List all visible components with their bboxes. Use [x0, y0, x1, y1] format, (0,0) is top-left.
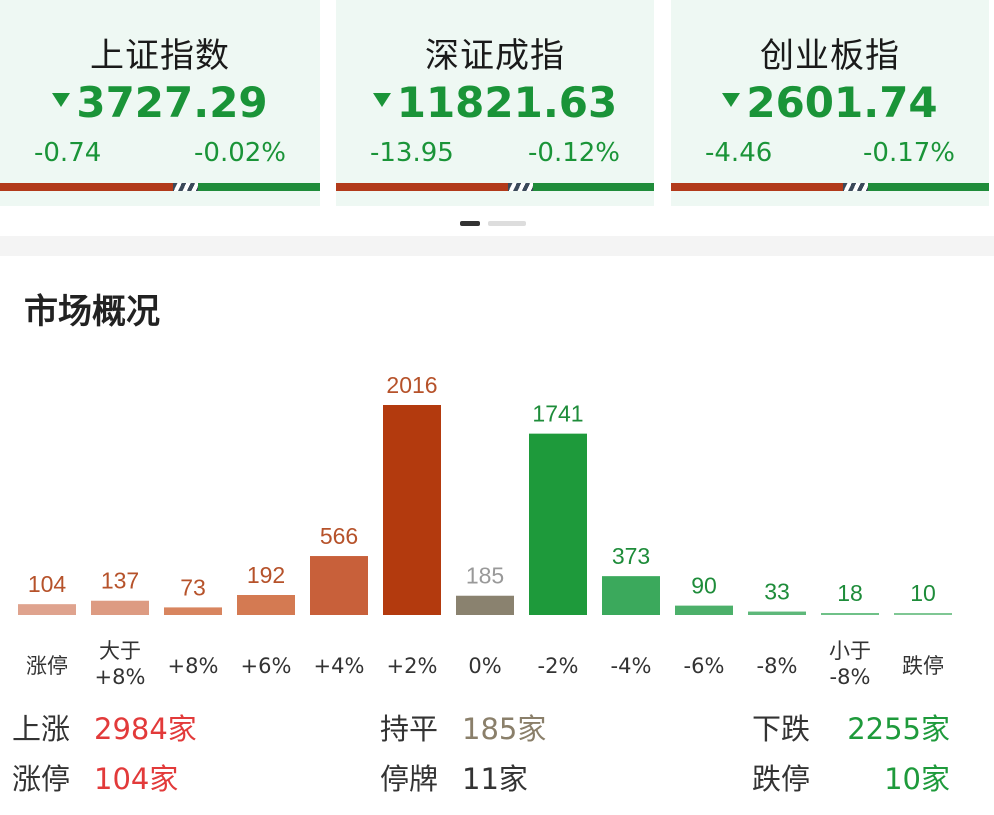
category-label-7: -2%	[538, 654, 579, 678]
bar-7	[529, 433, 587, 615]
bar-8	[602, 576, 660, 615]
bar-value-label-12: 10	[910, 580, 936, 606]
down-arrow-icon	[52, 92, 71, 107]
index-value: 2601.74	[671, 78, 989, 127]
limit-up-count: 104家	[94, 762, 179, 796]
category-label-3: +6%	[241, 654, 292, 678]
bar-value-label-7: 1741	[532, 401, 583, 427]
bar-value-label-11: 18	[837, 580, 863, 606]
market-summary: 上涨 2984家 持平 185家 下跌 2255家 涨停 104家 停牌 11家…	[0, 700, 994, 810]
category-label-8: -4%	[611, 654, 652, 678]
index-card-shanghai[interactable]: 上证指数 3727.29 -0.74 -0.02%	[0, 0, 320, 206]
bar-4	[310, 556, 368, 615]
bar-value-label-4: 566	[320, 523, 358, 549]
category-label-1: 大于+8%	[95, 639, 146, 689]
category-label-2: +8%	[168, 654, 219, 678]
bar-value-label-5: 2016	[386, 372, 437, 398]
section-divider	[0, 236, 994, 256]
flat-count: 185家	[462, 712, 547, 746]
bar-1	[91, 600, 149, 615]
bar-value-label-9: 90	[691, 573, 717, 599]
bar-value-label-10: 33	[764, 579, 790, 605]
bar-2	[164, 607, 222, 615]
up-count: 2984家	[94, 712, 197, 746]
index-change: -13.95	[370, 138, 454, 168]
index-change: -0.74	[34, 138, 102, 168]
index-card-shenzhen[interactable]: 深证成指 11821.63 -13.95 -0.12%	[336, 0, 654, 206]
bar-9	[675, 605, 733, 615]
up-down-ratio-bar	[671, 183, 989, 191]
index-percent: -0.12%	[528, 138, 620, 168]
index-percent: -0.17%	[863, 138, 955, 168]
down-arrow-icon	[372, 92, 391, 107]
bar-0	[18, 604, 76, 615]
up-down-ratio-bar	[336, 183, 654, 191]
category-label-9: -6%	[684, 654, 725, 678]
suspended-label: 停牌	[380, 762, 439, 796]
up-down-ratio-bar	[0, 183, 320, 191]
flat-label: 持平	[380, 712, 439, 746]
category-label-11: 小于-8%	[829, 639, 871, 689]
category-label-4: +4%	[314, 654, 365, 678]
bar-value-label-8: 373	[612, 543, 650, 569]
bar-5	[383, 405, 441, 615]
section-title: 市场概况	[24, 292, 160, 332]
market-distribution-chart: 104 涨停 137 大于+8% 73 +8% 192 +6% 566 +4% 2016 +2% 185…	[18, 372, 952, 689]
category-label-12: 跌停	[902, 654, 944, 678]
index-percent: -0.02%	[194, 138, 286, 168]
category-label-10: -8%	[757, 654, 798, 678]
category-label-0: 涨停	[26, 654, 68, 678]
bar-value-label-1: 137	[101, 568, 139, 594]
index-change: -4.46	[705, 138, 773, 168]
limit-up-label: 涨停	[12, 762, 71, 796]
bar-value-label-0: 104	[28, 571, 67, 597]
category-label-5: +2%	[387, 654, 438, 678]
index-name: 深证成指	[425, 36, 565, 76]
bar-3	[237, 595, 295, 615]
index-cards: 上证指数 3727.29 -0.74 -0.02% 深证成指 11821.63 …	[0, 0, 994, 206]
bar-value-label-6: 185	[466, 563, 504, 589]
down-count: 2255家	[847, 712, 950, 746]
index-card-chinext[interactable]: 创业板指 2601.74 -4.46 -0.17%	[671, 0, 989, 206]
bar-10	[748, 611, 806, 615]
pager-dot-active[interactable]	[460, 221, 480, 226]
limit-down-count: 10家	[884, 762, 950, 796]
up-label: 上涨	[12, 712, 71, 746]
limit-down-label: 跌停	[752, 762, 811, 796]
category-label-6: 0%	[468, 654, 501, 678]
index-name: 创业板指	[760, 36, 900, 76]
bar-value-label-2: 73	[180, 574, 206, 600]
bar-6	[456, 595, 514, 615]
down-arrow-icon	[722, 92, 741, 107]
suspended-count: 11家	[462, 762, 528, 796]
bar-value-label-3: 192	[247, 562, 285, 588]
bar-12	[894, 613, 952, 615]
index-value: 3727.29	[0, 78, 320, 127]
down-label: 下跌	[752, 712, 811, 746]
index-value: 11821.63	[336, 78, 654, 127]
pager-dot[interactable]	[488, 221, 526, 226]
bar-11	[821, 613, 879, 615]
index-name: 上证指数	[90, 36, 230, 76]
